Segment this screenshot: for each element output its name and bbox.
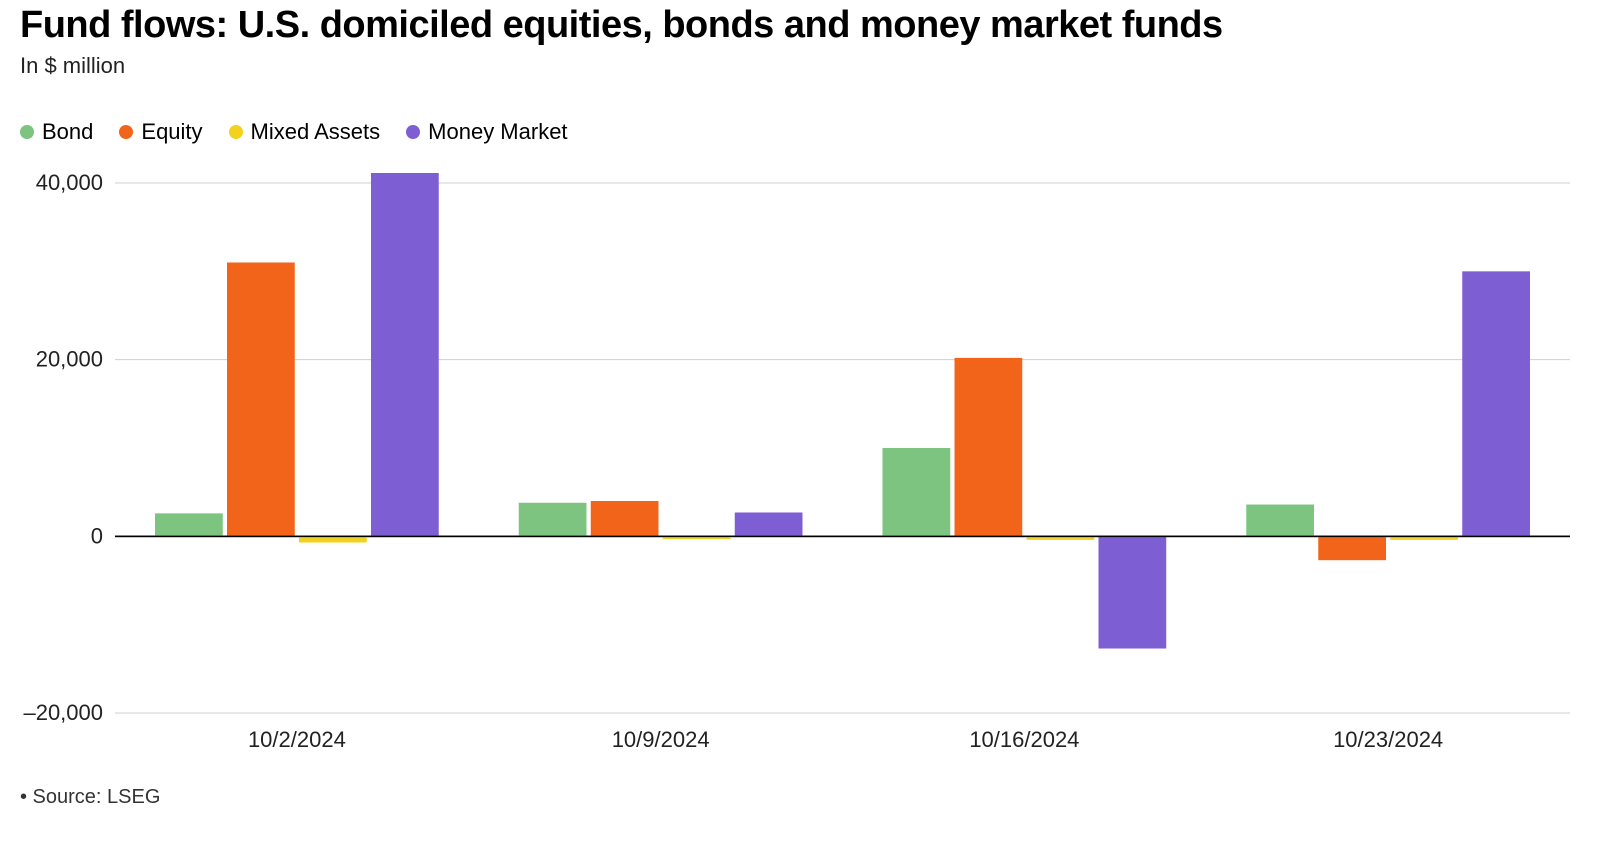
y-axis-label: 0	[91, 523, 103, 548]
chart-plot-area: –20,000 0 20,000 40,000 10/2/2024 10/9/2024 10…	[20, 173, 1580, 768]
legend-item: Mixed Assets	[229, 119, 381, 145]
x-axis-label: 10/23/2024	[1333, 727, 1443, 752]
bar	[1098, 536, 1166, 648]
x-axis-label: 10/16/2024	[969, 727, 1079, 752]
bar	[371, 173, 439, 536]
chart-svg: –20,000 0 20,000 40,000 10/2/2024 10/9/2024 10…	[20, 173, 1580, 763]
bar	[1318, 536, 1386, 560]
chart-legend: Bond Equity Mixed Assets Money Market	[20, 119, 1580, 145]
legend-label: Mixed Assets	[251, 119, 381, 145]
y-axis-label: 20,000	[36, 347, 103, 372]
legend-swatch	[229, 125, 243, 139]
bar	[227, 263, 295, 537]
y-axis-label: –20,000	[23, 700, 103, 725]
chart-subtitle: In $ million	[20, 53, 1580, 79]
legend-swatch	[20, 125, 34, 139]
chart-page: Fund flows: U.S. domiciled equities, bon…	[0, 0, 1600, 868]
y-axis-label: 40,000	[36, 173, 103, 195]
legend-label: Equity	[141, 119, 202, 145]
x-axis-label: 10/2/2024	[248, 727, 346, 752]
legend-item: Equity	[119, 119, 202, 145]
legend-label: Money Market	[428, 119, 567, 145]
bar	[519, 503, 587, 537]
legend-item: Bond	[20, 119, 93, 145]
bar	[883, 448, 951, 536]
bar	[1246, 505, 1314, 537]
x-axis-label: 10/9/2024	[612, 727, 710, 752]
legend-label: Bond	[42, 119, 93, 145]
bar	[591, 501, 659, 536]
bar	[155, 513, 223, 536]
bar	[735, 512, 803, 536]
bar	[299, 536, 367, 542]
legend-item: Money Market	[406, 119, 567, 145]
bar	[1462, 271, 1530, 536]
legend-swatch	[406, 125, 420, 139]
chart-title: Fund flows: U.S. domiciled equities, bon…	[20, 0, 1580, 47]
legend-swatch	[119, 125, 133, 139]
bar	[955, 358, 1023, 536]
chart-source: • Source: LSEG	[20, 786, 1580, 809]
